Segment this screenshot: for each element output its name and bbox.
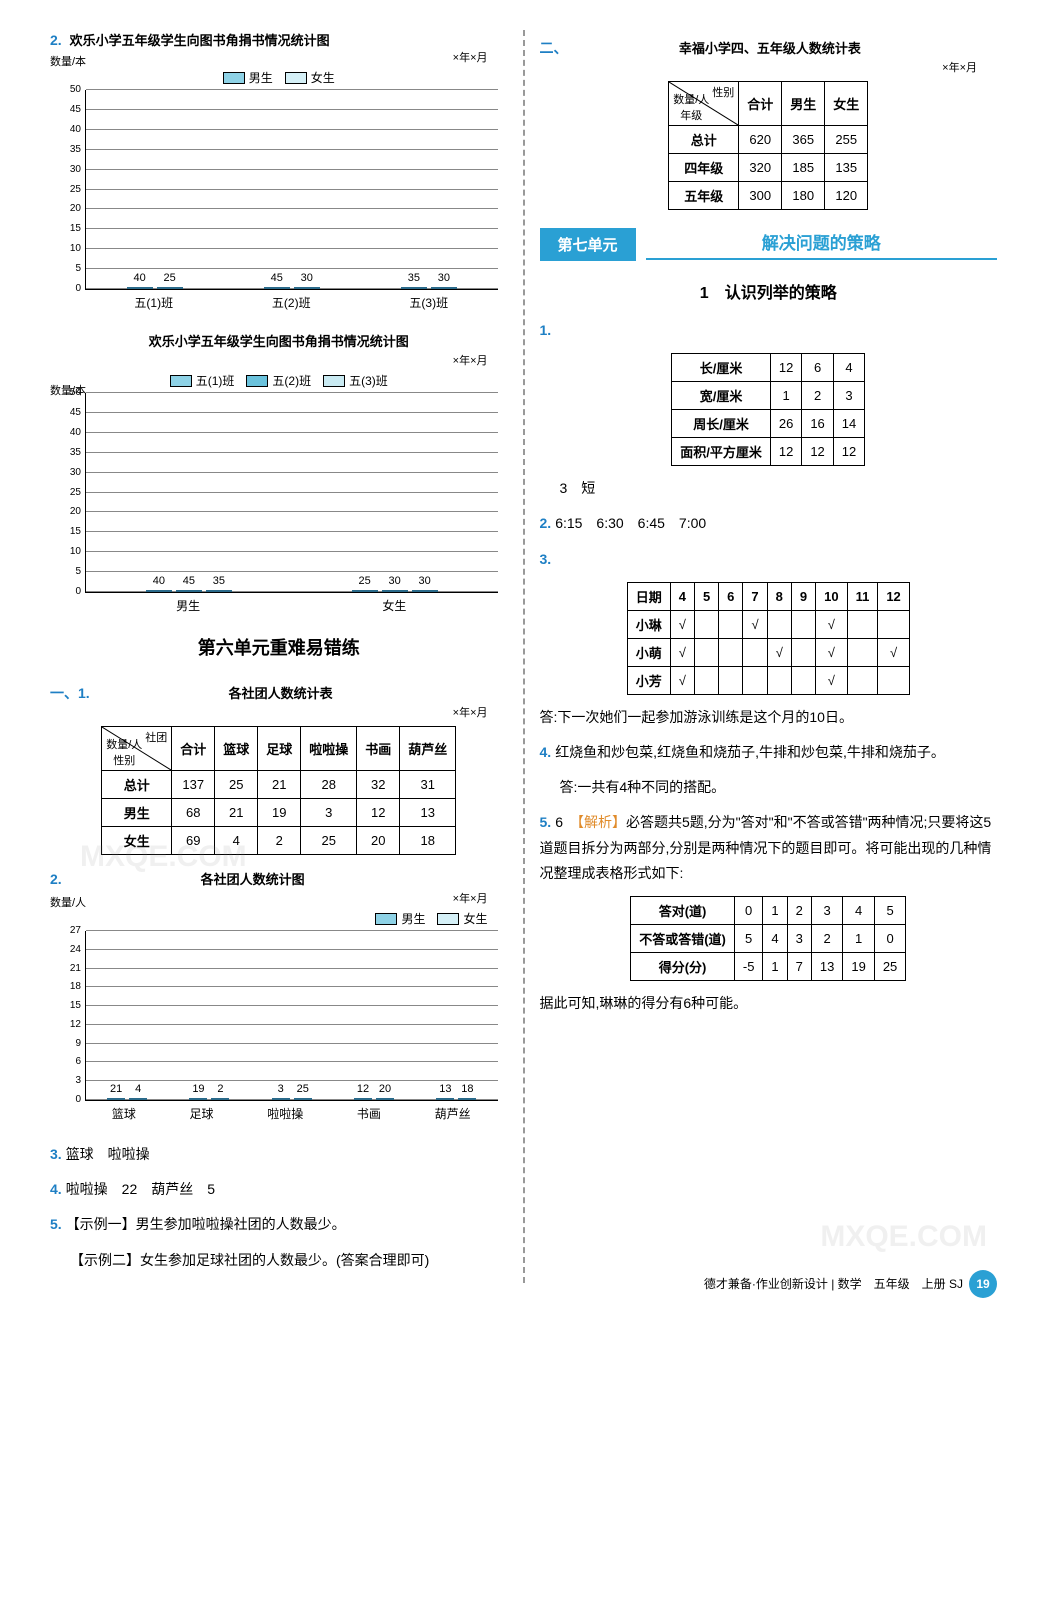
left-column: 2. 欢乐小学五年级学生向图书角捐书情况统计图 ×年×月 数量/本 男生女生 0… xyxy=(40,30,518,1283)
t73-answer: 答:下一次她们一起参加游泳训练是这个月的10日。 xyxy=(540,705,998,730)
q2-block: 二、 幸福小学四、五年级人数统计表 ×年×月 性别数量/人年级合计男生女生总计6… xyxy=(540,30,998,210)
chart2-title: 欢乐小学五年级学生向图书角捐书情况统计图 xyxy=(50,331,508,350)
q-number: 2. xyxy=(540,515,552,531)
chart2-xlabels: 男生女生 xyxy=(85,597,498,614)
q-heading: 一、1. xyxy=(50,685,90,701)
chart3-legend: 男生女生 xyxy=(50,910,508,927)
t71-after: 3 短 xyxy=(540,476,998,501)
q-number: 5. xyxy=(50,1216,62,1232)
q-number: 4. xyxy=(540,744,552,760)
q2-title: 幸福小学四、五年级人数统计表 xyxy=(575,38,964,57)
club-table: 社团数量/人性别合计篮球足球啦啦操书画葫芦丝总计1372521283231男生6… xyxy=(101,726,456,855)
chart1-xlabels: 五(1)班五(2)班五(3)班 xyxy=(85,294,498,311)
chart1-legend: 男生女生 xyxy=(50,69,508,86)
q-number: 3. xyxy=(50,1146,62,1162)
chart3-subtitle: ×年×月 xyxy=(50,890,508,906)
q-number: 3. xyxy=(540,551,552,567)
chart2-legend: 五(1)班五(2)班五(3)班 xyxy=(50,372,508,389)
t75-after: 据此可知,琳琳的得分有6种可能。 xyxy=(540,991,998,1016)
q-number: 1. xyxy=(540,322,552,338)
q-number: 2. xyxy=(50,871,62,887)
q2-heading: 二、 xyxy=(540,40,568,56)
t74a: 红烧鱼和炒包菜,红烧鱼和烧茄子,牛排和炒包菜,牛排和烧茄子。 xyxy=(555,744,945,760)
q5b-answer: 【示例二】女生参加足球社团的人数最少。(答案合理即可) xyxy=(50,1248,508,1273)
right-column: 二、 幸福小学四、五年级人数统计表 ×年×月 性别数量/人年级合计男生女生总计6… xyxy=(530,30,1008,1283)
rectangle-table: 长/厘米1264宽/厘米123周长/厘米261614面积/平方厘米121212 xyxy=(671,353,865,466)
t75-lead: 6 xyxy=(555,814,577,830)
t72-answer: 6:15 6:30 6:45 7:00 xyxy=(555,515,706,531)
chart3-ylabel: 数量/人 xyxy=(50,894,86,910)
section6-title: 第六单元重难易错练 xyxy=(50,634,508,660)
page-footer: 德才兼备·作业创新设计 | 数学 五年级 上册 SJ 19 xyxy=(704,1270,997,1298)
q1-1-title: 各社团人数统计表 xyxy=(98,683,464,702)
analysis-tag: 【解析】 xyxy=(577,814,626,830)
q-number: 2. xyxy=(50,32,62,48)
q3-answer: 篮球 啦啦操 xyxy=(66,1146,150,1162)
unit7-banner: 第七单元 解决问题的策略 xyxy=(540,228,998,261)
swim-schedule-table: 日期456789101112小琳√ √ √ 小萌√ √ √ √小芳√ √ xyxy=(627,582,910,695)
chart3-title: 各社团人数统计图 xyxy=(70,869,436,888)
chart3-xlabels: 篮球足球啦啦操书画葫芦丝 xyxy=(85,1105,498,1122)
q5a-answer: 【示例一】男生参加啦啦操社团的人数最少。 xyxy=(66,1216,346,1232)
q-number: 4. xyxy=(50,1181,62,1197)
q1-1-subtitle: ×年×月 xyxy=(50,704,508,720)
q-number: 5. xyxy=(540,814,552,830)
q2-subtitle: ×年×月 xyxy=(540,59,998,75)
chart1-ylabel: 数量/本 xyxy=(50,53,86,69)
column-divider xyxy=(523,30,525,1283)
chart3-plot: 036912151821242721419232512201318 xyxy=(85,931,498,1101)
chart1-title: 欢乐小学五年级学生向图书角捐书情况统计图 xyxy=(70,33,330,48)
sub1-title: 1 认识列举的策略 xyxy=(540,279,998,303)
chart2-block: 欢乐小学五年级学生向图书角捐书情况统计图 ×年×月 五(1)班五(2)班五(3)… xyxy=(50,331,508,614)
chart1-subtitle: ×年×月 xyxy=(50,49,508,65)
chart2-subtitle: ×年×月 xyxy=(50,352,508,368)
t74b: 答:一共有4种不同的搭配。 xyxy=(540,775,998,800)
chart2-plot: 05101520253035404550404535253030 xyxy=(85,393,498,593)
chart1-plot: 05101520253035404550402545303530 xyxy=(85,90,498,290)
unit7-tab: 第七单元 xyxy=(540,228,636,261)
q1-1-block: 一、1. 各社团人数统计表 ×年×月 社团数量/人性别合计篮球足球啦啦操书画葫芦… xyxy=(50,675,508,855)
page-number: 19 xyxy=(969,1270,997,1298)
chart1-block: 2. 欢乐小学五年级学生向图书角捐书情况统计图 ×年×月 数量/本 男生女生 0… xyxy=(50,30,508,311)
score-table: 答对(道)012345不答或答错(道)543210得分(分)-517131925 xyxy=(630,896,906,981)
chart3-block: 2. 各社团人数统计图 ×年×月 数量/人 男生女生 0369121518212… xyxy=(50,861,508,1122)
unit7-title: 解决问题的策略 xyxy=(646,229,997,260)
q4-answer: 啦啦操 22 葫芦丝 5 xyxy=(66,1181,215,1197)
footer-text: 德才兼备·作业创新设计 | 数学 五年级 上册 SJ xyxy=(704,1275,963,1292)
happy-school-table: 性别数量/人年级合计男生女生总计620365255四年级320185135五年级… xyxy=(668,81,868,210)
